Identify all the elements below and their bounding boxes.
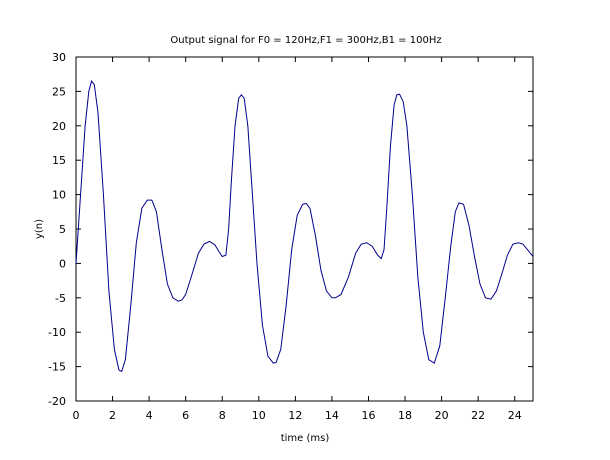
- y-axis-label: y(n): [34, 219, 45, 239]
- y-tick-label: 0: [59, 257, 66, 270]
- plot-area: [75, 56, 534, 402]
- y-tick-label: 25: [52, 85, 66, 98]
- x-tick-label: 16: [361, 409, 375, 422]
- series-line: [75, 79, 534, 373]
- y-tick-label: 20: [52, 120, 66, 133]
- x-tick-label: 22: [471, 409, 485, 422]
- y-tick-label: 30: [52, 51, 66, 64]
- y-tick-label: 10: [52, 189, 66, 202]
- y-tick-label: 15: [52, 154, 66, 167]
- y-tick-label: -15: [48, 361, 66, 374]
- x-tick-label: 12: [288, 409, 302, 422]
- x-axis-label: time (ms): [281, 433, 330, 444]
- chart-title: Output signal for F0 = 120Hz,F1 = 300Hz,…: [170, 35, 441, 46]
- x-tick-label: 10: [252, 409, 266, 422]
- x-tick-label: 14: [325, 409, 339, 422]
- x-tick-label: 4: [146, 409, 153, 422]
- y-tick-label: -5: [55, 292, 66, 305]
- y-axis: -20 -15 -10 -5 0 5 10 15 20 25 30: [48, 51, 533, 408]
- x-tick-label: 8: [219, 409, 226, 422]
- x-axis: 0 2 4 6 8 10 12 14 16 18 20 22 24: [73, 57, 522, 422]
- x-tick-label: 18: [398, 409, 412, 422]
- x-tick-label: 20: [435, 409, 449, 422]
- y-tick-label: -10: [48, 326, 66, 339]
- x-tick-label: 24: [508, 409, 522, 422]
- x-tick-label: 2: [109, 409, 116, 422]
- x-tick-label: 0: [73, 409, 80, 422]
- y-tick-label: 5: [59, 223, 66, 236]
- y-tick-label: -20: [48, 395, 66, 408]
- x-tick-label: 6: [182, 409, 189, 422]
